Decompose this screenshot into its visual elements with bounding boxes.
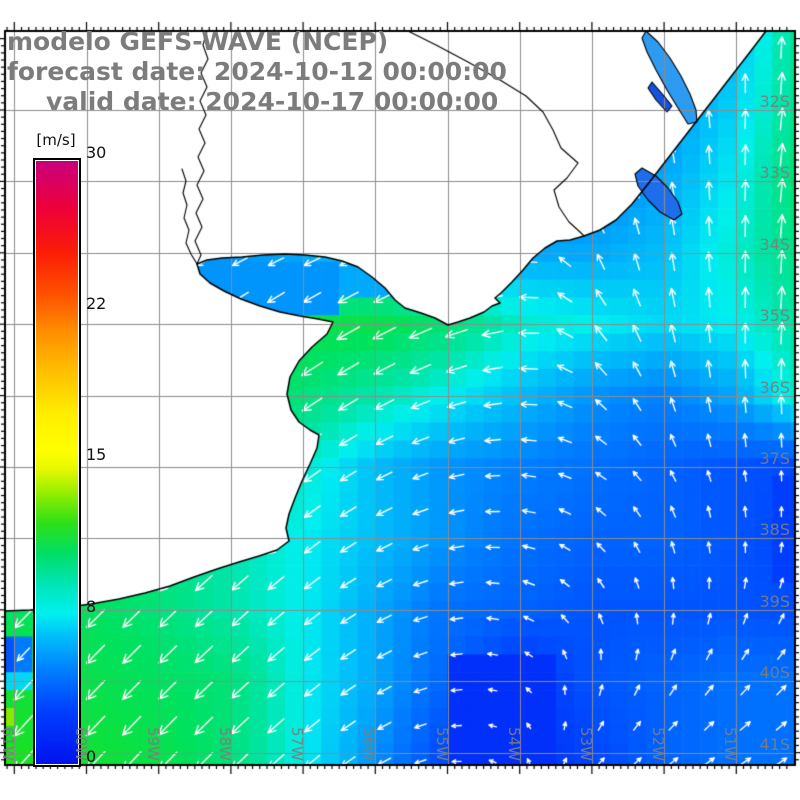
lon-label: 54W bbox=[505, 727, 523, 761]
colorbar-tick-label: 30 bbox=[86, 143, 107, 162]
lat-label: 35S bbox=[759, 306, 790, 325]
lon-label: 55W bbox=[433, 727, 451, 761]
lon-label: 56W bbox=[360, 727, 378, 761]
lon-label: 57W bbox=[288, 727, 306, 761]
lat-label: 39S bbox=[759, 592, 790, 611]
model-title: modelo GEFS-WAVE (NCEP) bbox=[7, 27, 389, 56]
colorbar-tick-label: 22 bbox=[86, 294, 107, 313]
colorbar-tick-label: 15 bbox=[86, 445, 107, 464]
lon-label: 60W bbox=[72, 727, 90, 761]
valid-date: valid date: 2024-10-17 00:00:00 bbox=[46, 87, 499, 116]
lat-label: 36S bbox=[759, 378, 790, 397]
colorbar-gradient bbox=[36, 161, 78, 764]
lon-label: 61W bbox=[0, 727, 17, 761]
colorbar bbox=[33, 158, 81, 767]
colorbar-unit-label: [m/s] bbox=[36, 131, 76, 149]
lat-label: 37S bbox=[759, 449, 790, 468]
lon-label: 58W bbox=[216, 727, 234, 761]
lat-label: 32S bbox=[759, 92, 790, 111]
lon-label: 59W bbox=[144, 727, 162, 761]
lat-label: 40S bbox=[759, 663, 790, 682]
lat-label: 38S bbox=[759, 520, 790, 539]
lat-label: 34S bbox=[759, 235, 790, 254]
lon-label: 51W bbox=[721, 727, 739, 761]
lon-label: 52W bbox=[649, 727, 667, 761]
colorbar-tick-label: 8 bbox=[86, 597, 97, 616]
colorbar-tick-label: 0 bbox=[86, 747, 97, 766]
lat-label: 41S bbox=[759, 735, 790, 754]
lon-label: 53W bbox=[577, 727, 595, 761]
forecast-date: forecast date: 2024-10-12 00:00:00 bbox=[7, 57, 507, 86]
lat-label: 33S bbox=[759, 163, 790, 182]
